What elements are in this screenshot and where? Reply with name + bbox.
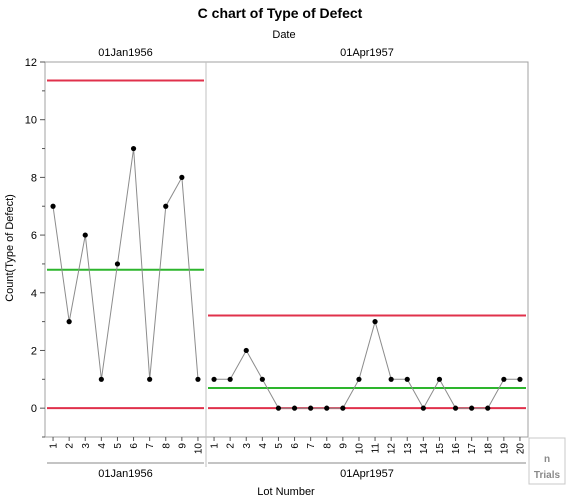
data-point (98, 376, 104, 382)
data-point (259, 376, 265, 382)
x-tick-label: 7 (306, 443, 317, 449)
y-tick-label: 0 (31, 403, 37, 415)
data-point (436, 376, 443, 382)
x-tick-label: 9 (177, 443, 188, 449)
x-tick-label: 3 (242, 443, 253, 449)
x-tick-label: 14 (419, 443, 430, 455)
x-tick-label: 8 (322, 443, 333, 449)
trials-button-frame[interactable] (528, 437, 566, 485)
data-point (291, 405, 298, 411)
data-point (356, 376, 362, 382)
x-tick-label: 11 (371, 443, 382, 454)
x-tick-label: 4 (258, 443, 269, 449)
x-tick-label: 15 (435, 443, 446, 455)
y-tick-label: 2 (31, 345, 37, 357)
x-tick-label: 6 (290, 443, 301, 449)
data-point (275, 405, 282, 411)
data-point (211, 376, 217, 382)
plot-frame (44, 61, 529, 438)
y-tick-label: 10 (25, 115, 37, 127)
x-tick-label: 18 (483, 443, 494, 455)
x-tick-label: 2 (65, 443, 76, 449)
data-point (404, 376, 410, 382)
data-point (163, 203, 169, 209)
x-tick-label: 2 (226, 443, 237, 449)
data-point (243, 347, 249, 354)
x-tick-label: 12 (387, 443, 398, 455)
x-axis-label: Lot Number (257, 486, 315, 498)
data-point (227, 376, 233, 382)
data-point (114, 261, 121, 267)
data-point (420, 405, 426, 411)
trials-label: Trials (534, 470, 561, 481)
data-point (340, 405, 346, 411)
x-tick-label: 20 (516, 443, 527, 455)
series-line (214, 319, 520, 410)
data-point (130, 145, 137, 152)
data-point (195, 376, 201, 382)
x-tick-label: 4 (97, 443, 108, 449)
x-tick-label: 1 (49, 443, 60, 449)
series-line (52, 148, 199, 380)
phase-label-top: 01Jan1956 (98, 47, 152, 59)
data-point (50, 203, 56, 209)
x-tick-label: 19 (499, 443, 510, 455)
y-tick-label: 4 (31, 288, 37, 300)
data-point (372, 319, 378, 325)
data-point (82, 232, 88, 238)
phase-label-bottom: 01Apr1957 (340, 468, 394, 480)
y-axis-label: Count(Type of Defect) (4, 194, 16, 302)
data-point (517, 376, 523, 382)
x-tick-label: 13 (403, 443, 414, 455)
trials-n-label: n (544, 454, 550, 465)
x-tick-label: 5 (113, 443, 124, 449)
x-tick-label: 5 (274, 443, 285, 449)
phase-label-top: 01Apr1957 (340, 47, 394, 59)
y-tick-label: 8 (31, 172, 37, 184)
data-point (179, 174, 185, 180)
data-point (66, 319, 72, 325)
x-tick-label: 1 (210, 443, 221, 449)
x-tick-label: 3 (81, 443, 92, 449)
data-point (452, 405, 459, 411)
x-tick-label: 7 (145, 443, 156, 449)
phase-label-bottom: 01Jan1956 (98, 468, 152, 480)
x-tick-label: 6 (129, 443, 140, 449)
data-point (501, 376, 507, 382)
x-tick-label: 9 (338, 443, 349, 449)
data-point (469, 405, 475, 411)
y-tick-label: 12 (25, 57, 37, 69)
x-tick-label: 17 (467, 443, 478, 455)
x-tick-label: 16 (451, 443, 462, 455)
x-tick-label: 10 (194, 443, 205, 455)
x-tick-label: 10 (355, 443, 366, 455)
data-point (147, 376, 153, 382)
y-tick-label: 6 (31, 230, 37, 242)
data-point (308, 405, 314, 411)
data-point (324, 405, 330, 411)
chart-title: C chart of Type of Defect (198, 5, 363, 21)
x-tick-label: 8 (161, 443, 172, 449)
data-point (485, 405, 491, 411)
chart-subtitle: Date (272, 29, 295, 41)
trials-button[interactable]: n Trials (528, 437, 566, 485)
data-point (388, 376, 394, 382)
